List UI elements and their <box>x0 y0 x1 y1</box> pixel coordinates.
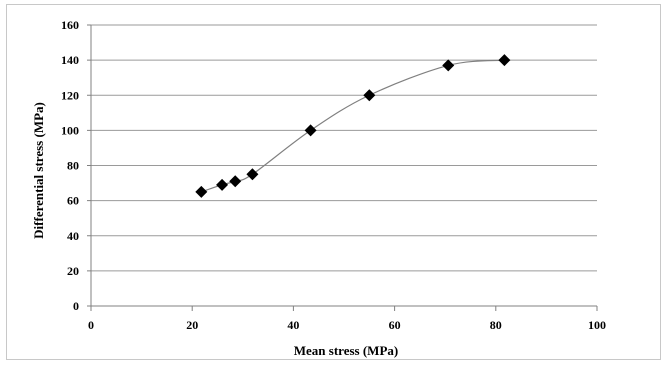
data-point <box>442 59 455 72</box>
data-point <box>216 178 229 191</box>
x-tick-label: 0 <box>88 318 94 332</box>
data-point <box>363 89 376 102</box>
x-tick-label: 20 <box>186 318 198 332</box>
data-point <box>498 54 511 67</box>
chart-frame <box>6 4 661 360</box>
x-tick-label: 100 <box>588 318 606 332</box>
x-tick-label: 60 <box>389 318 401 332</box>
axes <box>87 24 598 311</box>
x-tick-label: 80 <box>490 318 502 332</box>
x-tick-labels: 0 20 40 60 80 100 <box>88 318 606 332</box>
series-line <box>201 59 505 193</box>
data-markers <box>195 54 511 198</box>
grid-lines <box>91 24 597 272</box>
y-tick-label: 140 <box>61 53 79 67</box>
y-tick-label: 60 <box>67 194 79 208</box>
y-tick-label: 80 <box>67 159 79 173</box>
y-tick-label: 160 <box>61 18 79 32</box>
x-axis-title: Mean stress (MPa) <box>294 343 398 358</box>
y-tick-label: 40 <box>67 229 79 243</box>
y-axis-title: Differential stress (MPa) <box>31 102 46 239</box>
y-tick-label: 120 <box>61 88 79 102</box>
data-point <box>304 124 317 137</box>
y-tick-label: 20 <box>67 264 79 278</box>
x-tick-label: 40 <box>287 318 299 332</box>
y-tick-label: 0 <box>73 299 79 313</box>
data-point <box>229 175 242 188</box>
data-point <box>246 168 259 181</box>
y-tick-labels: 0 20 40 60 80 100 120 140 160 <box>61 18 79 313</box>
data-point <box>195 185 208 198</box>
y-tick-label: 100 <box>61 123 79 137</box>
